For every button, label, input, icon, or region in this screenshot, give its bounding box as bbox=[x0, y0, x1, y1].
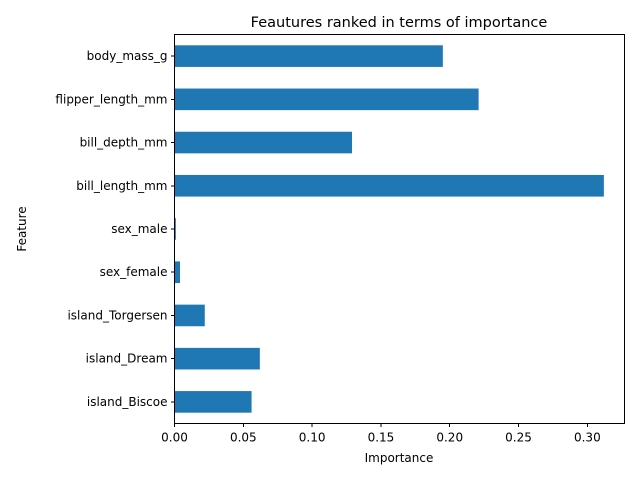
y-tick-label: island_Dream bbox=[86, 352, 168, 366]
x-tick-label: 0.25 bbox=[505, 431, 532, 445]
bar-sex_female bbox=[174, 261, 181, 284]
x-tick-label: 0.15 bbox=[368, 431, 395, 445]
x-tick-label: 0.00 bbox=[161, 431, 188, 445]
x-tick-label: 0.30 bbox=[574, 431, 601, 445]
x-tick-label: 0.05 bbox=[230, 431, 257, 445]
y-tick-label: sex_female bbox=[100, 265, 168, 279]
y-tick-label: bill_length_mm bbox=[76, 179, 167, 193]
y-tick-label: island_Torgersen bbox=[67, 308, 167, 322]
chart-title: Feautures ranked in terms of importance bbox=[251, 15, 548, 31]
bar-bill_depth_mm bbox=[174, 131, 353, 154]
bar-island_Torgersen bbox=[174, 304, 205, 327]
y-tick-label: sex_male bbox=[111, 222, 167, 236]
bar-bill_length_mm bbox=[174, 174, 604, 197]
x-tick-label: 0.10 bbox=[299, 431, 326, 445]
y-tick-label: bill_depth_mm bbox=[80, 136, 168, 150]
bar-body_mass_g bbox=[174, 45, 443, 67]
y-tick-label: flipper_length_mm bbox=[55, 92, 167, 106]
y-axis-ticks: island_Biscoe island_Dream island_Torgerse… bbox=[55, 49, 175, 409]
bar-island_Biscoe bbox=[174, 391, 252, 413]
bar-flipper_length_mm bbox=[174, 88, 479, 111]
x-axis-label: Importance bbox=[365, 451, 434, 465]
bar-island_Dream bbox=[174, 347, 260, 370]
bar-sex_male bbox=[174, 218, 176, 240]
y-tick-label: island_Biscoe bbox=[87, 395, 168, 409]
y-tick-label: body_mass_g bbox=[87, 49, 168, 63]
x-axis-ticks: 0.00 0.05 0.10 0.15 0.20 0.25 0.30 bbox=[161, 423, 601, 445]
bars-group bbox=[174, 45, 604, 413]
y-axis-label: Feature bbox=[15, 206, 29, 251]
plot-frame bbox=[174, 34, 625, 424]
x-tick-label: 0.20 bbox=[436, 431, 463, 445]
